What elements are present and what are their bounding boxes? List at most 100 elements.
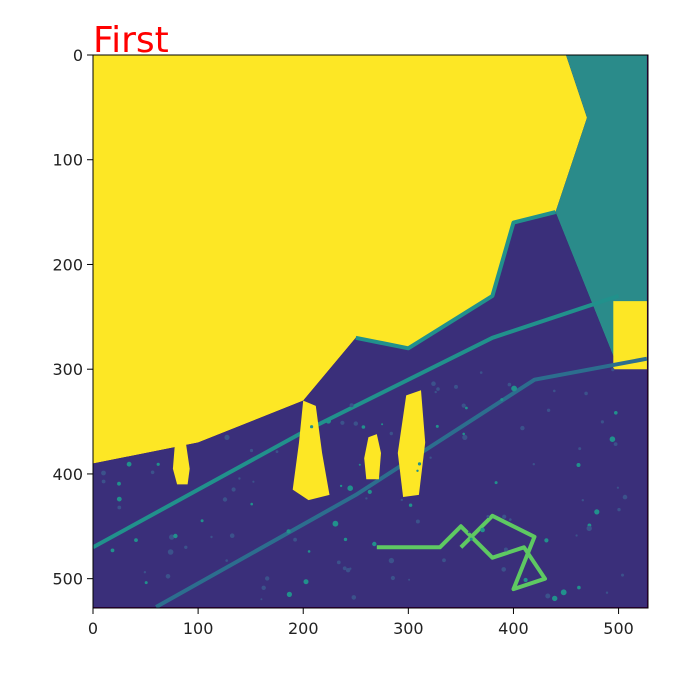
speckle — [617, 507, 621, 512]
speckle — [169, 534, 175, 540]
line-road-diagonal — [93, 294, 620, 550]
x-tick-label: 0 — [88, 619, 98, 638]
speckle — [429, 456, 432, 459]
speckle — [349, 403, 354, 408]
speckle — [165, 574, 171, 579]
speckle — [465, 406, 468, 410]
speckle — [250, 502, 253, 506]
line-arrow-shape — [376, 513, 547, 592]
region-dark-ground — [93, 212, 647, 607]
speckle — [353, 421, 358, 426]
speckle — [286, 591, 292, 598]
speckle — [494, 481, 498, 485]
y-tick-label: 500 — [52, 570, 83, 589]
speckle — [479, 371, 483, 374]
speckle — [286, 529, 291, 534]
blob-figure-1 — [172, 440, 190, 485]
speckle — [546, 408, 551, 412]
speckle — [332, 520, 339, 527]
speckle — [200, 519, 204, 523]
speckle — [523, 577, 528, 583]
region-bright-sky — [93, 55, 587, 464]
speckle — [435, 424, 439, 428]
speckle — [436, 387, 440, 391]
speckle — [238, 477, 241, 480]
speckle — [361, 425, 366, 429]
x-tick-label: 200 — [288, 619, 319, 638]
speckle — [502, 514, 507, 519]
speckle — [390, 575, 395, 581]
y-tick-label: 100 — [52, 151, 83, 170]
speckle — [486, 515, 490, 518]
speckle — [408, 578, 411, 581]
speckle — [442, 558, 446, 563]
speckle — [611, 368, 615, 372]
speckle — [575, 534, 578, 537]
chart-title: First — [93, 20, 169, 61]
y-axis: 0 100 200 300 400 500 — [52, 46, 93, 589]
y-tick-label: 0 — [73, 46, 83, 65]
speckle — [467, 531, 470, 534]
region-right-strip — [555, 55, 647, 370]
speckle — [520, 425, 525, 431]
speckle — [503, 547, 508, 552]
speckle — [480, 527, 485, 533]
y-tick-label: 200 — [52, 255, 83, 274]
speckle — [544, 538, 549, 543]
speckle — [310, 425, 314, 429]
axes-frame — [92, 54, 649, 609]
x-axis: 0 100 200 300 400 500 — [88, 608, 634, 638]
speckle — [339, 484, 343, 488]
speckle — [400, 498, 403, 502]
speckle — [616, 486, 620, 489]
speckle — [408, 503, 413, 507]
speckle — [351, 595, 357, 600]
speckle — [336, 560, 341, 565]
speckle — [252, 480, 255, 483]
speckle — [622, 494, 628, 500]
speckle — [225, 559, 228, 562]
speckle — [231, 487, 236, 492]
speckle — [388, 557, 395, 564]
speckle — [560, 589, 567, 596]
speckle — [461, 403, 466, 408]
speckle — [605, 591, 609, 594]
speckle — [116, 496, 122, 502]
speckle — [609, 436, 616, 443]
blob-figure-2 — [292, 400, 330, 501]
speckle — [553, 389, 556, 393]
speckle — [343, 537, 348, 542]
speckle — [578, 447, 582, 451]
y-tick-label: 400 — [52, 465, 83, 484]
speckle — [545, 593, 551, 599]
speckle — [532, 463, 535, 466]
blob-figure-3 — [364, 434, 381, 480]
speckle — [469, 537, 473, 541]
speckle — [507, 382, 512, 387]
speckle — [117, 481, 121, 486]
speckle — [594, 509, 600, 515]
speckle — [134, 538, 138, 542]
speckle — [581, 499, 584, 502]
speckle — [389, 431, 393, 436]
heatmap-image — [93, 55, 648, 608]
speckle — [210, 535, 213, 539]
speckle — [347, 485, 354, 492]
line-ridge-edge — [355, 210, 556, 351]
y-tick-label: 300 — [52, 360, 83, 379]
speckle — [614, 411, 618, 415]
speckle — [275, 450, 279, 453]
speckle — [511, 385, 517, 392]
speckle — [303, 579, 309, 585]
speckle — [509, 518, 512, 521]
speckle — [249, 448, 254, 453]
speckle — [584, 391, 588, 396]
speckle — [126, 461, 132, 467]
speckle — [576, 463, 581, 467]
speckle — [586, 525, 592, 532]
speckle — [577, 585, 581, 590]
speckle — [365, 497, 368, 500]
speckle — [261, 585, 266, 590]
speckle — [613, 442, 618, 446]
speckle — [224, 434, 230, 440]
